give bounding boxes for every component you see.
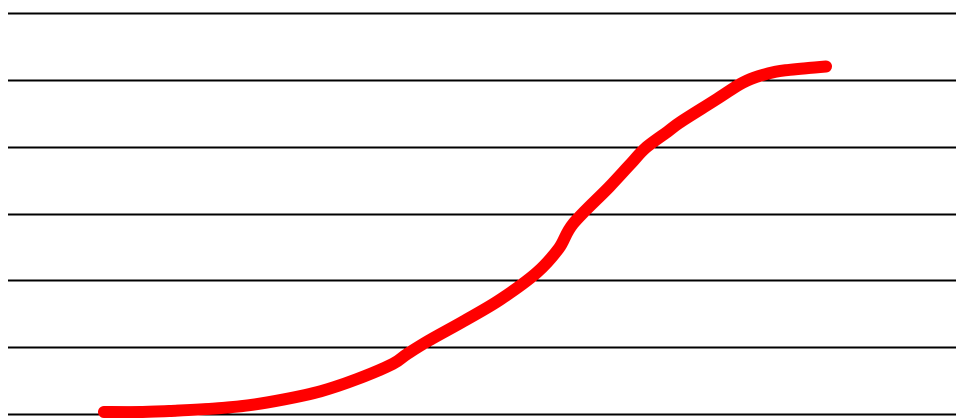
grid-lines <box>8 12 956 416</box>
series-layer <box>98 60 832 418</box>
series-line-0 <box>98 60 832 418</box>
